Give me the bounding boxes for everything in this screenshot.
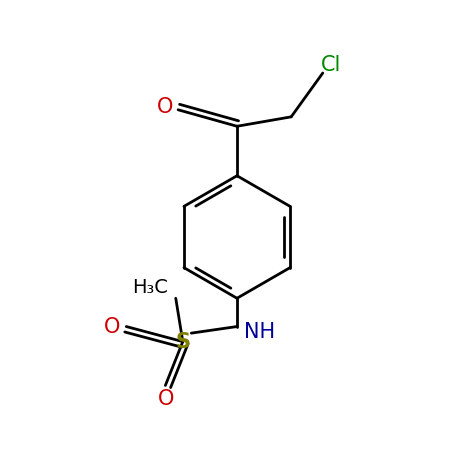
Text: O: O <box>104 317 120 337</box>
Text: O: O <box>157 98 173 118</box>
Text: O: O <box>158 389 174 409</box>
Text: NH: NH <box>244 322 275 342</box>
Text: Cl: Cl <box>321 55 341 75</box>
Text: S: S <box>175 332 190 352</box>
Text: H₃C: H₃C <box>132 278 168 297</box>
